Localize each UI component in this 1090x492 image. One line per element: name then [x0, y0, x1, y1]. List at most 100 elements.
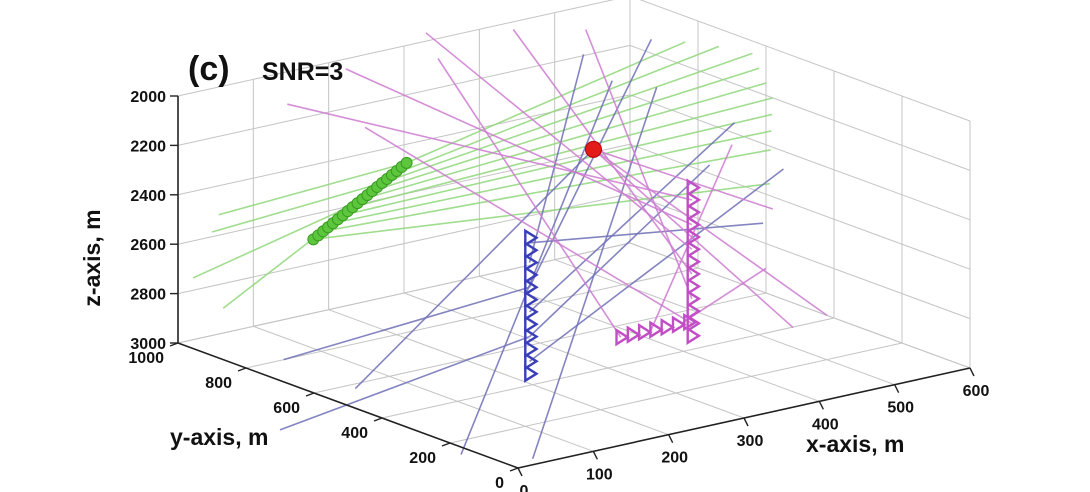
magenta-receiver-marker [671, 315, 687, 334]
event-marker [584, 140, 602, 158]
magenta-receiver-marker [686, 301, 702, 321]
ray-path [460, 80, 613, 455]
x-tick-mark [894, 384, 900, 393]
ray-path [211, 182, 383, 233]
grid-line [479, 275, 820, 402]
blue-receiver-marker [524, 339, 539, 359]
y-axis-label: y-axis, m [170, 424, 268, 450]
z-axis-label: z-axis, m [79, 209, 105, 306]
ray-path [391, 45, 720, 176]
ray-path [313, 182, 770, 241]
blue-receiver-marker [524, 315, 539, 334]
ray-path [528, 54, 585, 263]
x-tick-mark [517, 467, 523, 477]
x-tick-label: 500 [887, 400, 914, 417]
blue-receiver-marker [524, 278, 539, 297]
z-tick-label: 2600 [130, 237, 166, 254]
ray-path [323, 149, 771, 233]
ray-path [279, 335, 530, 431]
x-tick-label: 0 [520, 483, 529, 492]
x-tick-mark [743, 417, 749, 427]
y-tick-mark [373, 417, 383, 422]
blue-receiver-marker [524, 265, 539, 285]
y-tick-label: 600 [273, 400, 300, 417]
ray-path [529, 222, 764, 244]
x-tick-label: 600 [963, 383, 990, 400]
y-tick-label: 800 [205, 375, 232, 392]
magenta-receiver-marker [686, 264, 702, 284]
ray-path [592, 148, 794, 329]
panel-subtitle: SNR=3 [262, 58, 343, 86]
grid-line [449, 342, 903, 444]
magenta-receiver-marker [686, 215, 702, 234]
ray-path [528, 122, 735, 313]
magenta-receiver-marker [660, 318, 676, 337]
magenta-receiver-marker [637, 323, 653, 342]
magenta-receiver-marker [626, 325, 642, 344]
ray-path [425, 32, 693, 250]
grid-line [554, 259, 895, 386]
z-tick-label: 2400 [130, 188, 166, 205]
z-tick-label: 3000 [130, 336, 166, 353]
magenta-receiver-marker [686, 326, 702, 345]
green-receiver-marker [400, 156, 413, 169]
ray-path [593, 148, 828, 317]
magenta-receiver-marker [686, 227, 702, 247]
z-tick-label: 2000 [130, 89, 166, 106]
y-tick-label: 1000 [128, 350, 164, 367]
blue-receiver-marker [524, 352, 539, 371]
grid-line [639, 0, 971, 122]
blue-receiver-marker [524, 364, 539, 383]
magenta-receiver-marker [683, 313, 698, 332]
grid-line [313, 292, 767, 394]
x-tick-mark [668, 434, 674, 443]
ray-path [531, 86, 658, 460]
x-tick-label: 400 [812, 416, 839, 433]
x-axis-label: x-axis, m [806, 431, 904, 457]
grid-line [328, 309, 669, 436]
magenta-receiver-marker [615, 328, 630, 347]
z-tick-label: 2200 [130, 138, 166, 155]
x-tick-mark [818, 401, 824, 410]
magenta-receiver-marker [686, 289, 702, 308]
grid-line [177, 242, 631, 344]
ray-path [287, 103, 693, 201]
y-tick-label: 200 [409, 450, 436, 467]
grid-line [245, 267, 699, 369]
magenta-receiver-marker [686, 190, 702, 210]
ray-paths [192, 29, 828, 460]
y-axis-line [177, 342, 519, 469]
blue-receiver-marker [524, 241, 539, 260]
magenta-receiver-marker [649, 320, 664, 339]
grid-line [629, 44, 971, 171]
y-tick-label: 400 [341, 425, 368, 442]
y-tick-mark [305, 392, 315, 397]
ray-path [354, 148, 595, 390]
ray-path [437, 58, 622, 338]
grid-line [381, 317, 835, 419]
grid-line [177, 0, 615, 97]
grid-line [629, 143, 971, 270]
tick-labels: 0 100 200 300 400 500 600 0 200 400 600 800 1000 2000… [128, 89, 989, 492]
magenta-receiver-marker [686, 178, 702, 197]
grid-line [629, 94, 971, 221]
x-tick-label: 200 [661, 450, 688, 467]
ray-path [362, 82, 767, 200]
y-tick-mark [441, 442, 451, 447]
panel-letter: (c) [188, 50, 230, 88]
blue-receiver-marker [524, 253, 539, 272]
ray-path [345, 68, 693, 226]
axes [169, 95, 975, 477]
grid-line [403, 292, 745, 419]
magenta-receiver-marker [686, 203, 702, 222]
ray-path [593, 148, 774, 210]
y-tick-mark [509, 467, 519, 472]
blue-receiver-marker [524, 290, 539, 309]
ray-path [352, 97, 774, 208]
z-tick-label: 2800 [130, 287, 166, 304]
ray-path [528, 38, 653, 288]
x-tick-mark [969, 367, 975, 377]
magenta-receiver-marker [686, 277, 702, 296]
y-tick-label: 0 [495, 475, 504, 492]
blue-receiver-marker [524, 327, 539, 346]
